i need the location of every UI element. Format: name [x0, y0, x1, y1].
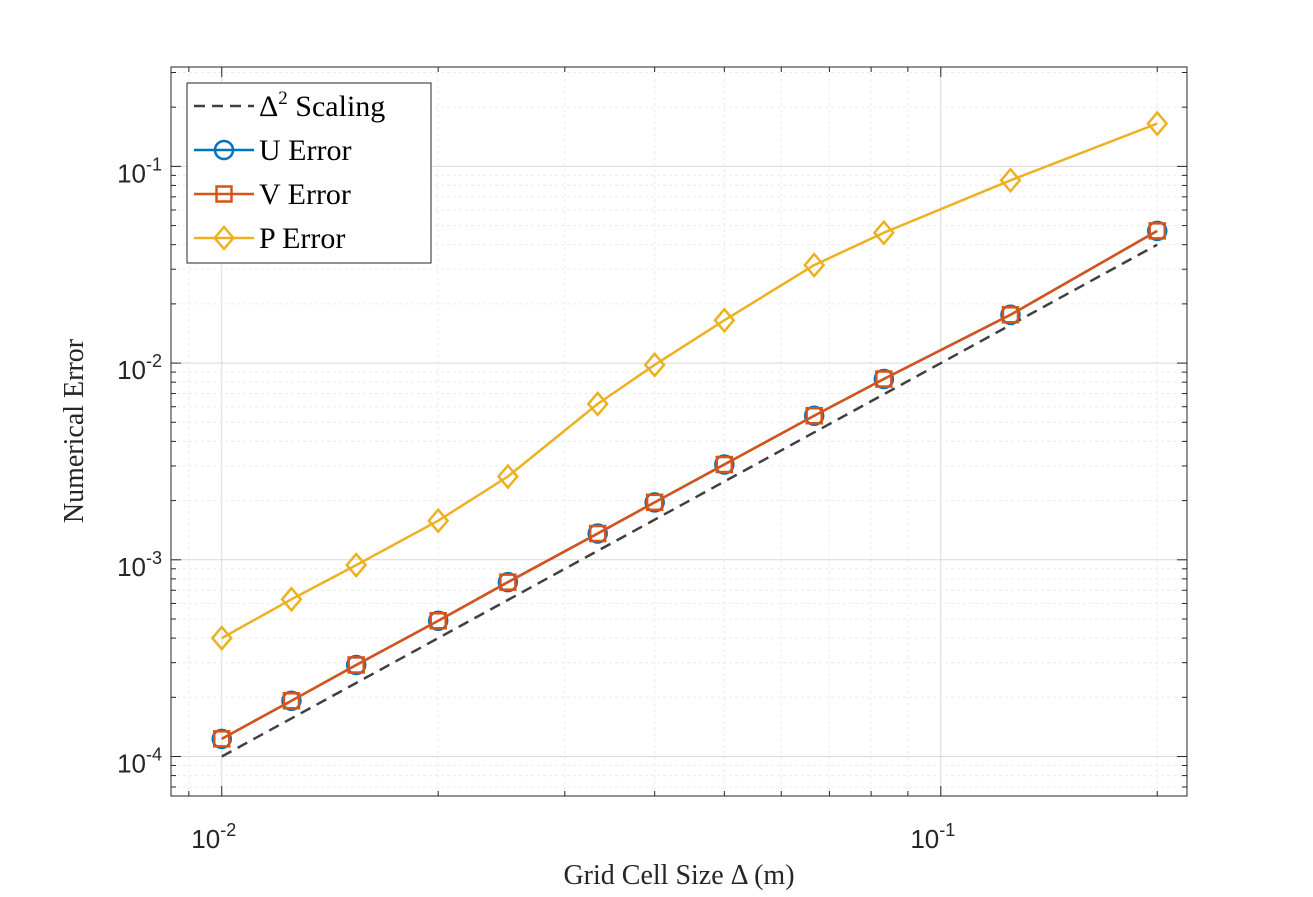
legend-label: P Error: [259, 222, 345, 255]
data-point-marker: [282, 692, 301, 710]
data-point-marker: [213, 730, 231, 748]
series-line: [221, 122, 1158, 640]
data-point-marker: [1148, 222, 1166, 240]
legend-marker: [213, 225, 235, 251]
data-point-marker: [211, 728, 233, 750]
data-point-marker: [345, 552, 368, 579]
grid-lines: [171, 67, 1187, 796]
data-point-marker: [645, 493, 664, 512]
data-point-marker: [643, 351, 666, 378]
y-axis-title: Numerical Error: [59, 338, 90, 523]
data-point-marker: [427, 507, 450, 534]
data-point-marker: [644, 492, 665, 513]
y-tick-label: 10-4: [117, 745, 162, 779]
data-series: [210, 110, 1169, 758]
data-point-marker: [210, 625, 233, 652]
legend-label: V Error: [259, 178, 351, 211]
series-4: [210, 110, 1169, 652]
data-point-marker: [347, 656, 365, 674]
data-point-marker: [715, 455, 734, 474]
series-line: [221, 229, 1158, 740]
legend-entry: V Error: [194, 178, 351, 211]
data-point-marker: [872, 219, 895, 246]
series-1: [221, 243, 1158, 758]
data-point-marker: [496, 463, 519, 490]
legend-label: U Error: [259, 134, 351, 167]
data-point-marker: [499, 573, 517, 591]
data-point-marker: [588, 524, 607, 543]
axis-ticks: [171, 67, 1187, 796]
data-point-marker: [803, 252, 826, 278]
legend-marker: [213, 139, 235, 161]
data-point-marker: [713, 307, 736, 334]
tick-labels: 10-2 10-1 10-4 10-3 10-2 10-1: [117, 154, 955, 854]
data-point-marker: [1146, 110, 1169, 137]
y-tick-label: 10-3: [117, 548, 162, 582]
legend: Δ2 Scaling U Error V Error P Error: [186, 82, 432, 264]
data-point-marker: [805, 406, 823, 425]
data-point-marker: [280, 586, 303, 613]
data-point-marker: [873, 368, 895, 390]
legend-entry: Δ2 Scaling: [194, 88, 385, 123]
data-point-marker: [497, 571, 519, 593]
series-3: [213, 222, 1166, 748]
data-point-marker: [427, 610, 449, 632]
legend-entry: P Error: [194, 222, 345, 255]
data-point-marker: [429, 612, 447, 630]
data-point-marker: [1000, 304, 1021, 326]
y-tick-label: 10-2: [117, 351, 162, 385]
y-tick-label: 10-1: [117, 154, 162, 188]
data-point-marker: [281, 690, 302, 712]
data-point-marker: [1146, 220, 1168, 242]
legend-marker: [215, 185, 233, 203]
data-point-marker: [875, 370, 893, 388]
data-point-marker: [714, 454, 735, 475]
data-point-marker: [586, 391, 609, 417]
data-point-marker: [1001, 306, 1020, 324]
x-axis-title: Grid Cell Size Δ (m): [563, 860, 794, 891]
series-line: [221, 243, 1158, 758]
data-point-marker: [803, 405, 825, 426]
legend-entry: U Error: [194, 134, 351, 167]
data-point-marker: [345, 654, 367, 676]
legend-label: Δ2 Scaling: [259, 88, 385, 123]
data-point-marker: [999, 167, 1022, 194]
plot-frame: [170, 66, 1188, 797]
x-tick-label: 10-1: [910, 820, 955, 854]
data-point-marker: [587, 523, 608, 544]
x-tick-label: 10-2: [191, 820, 236, 854]
